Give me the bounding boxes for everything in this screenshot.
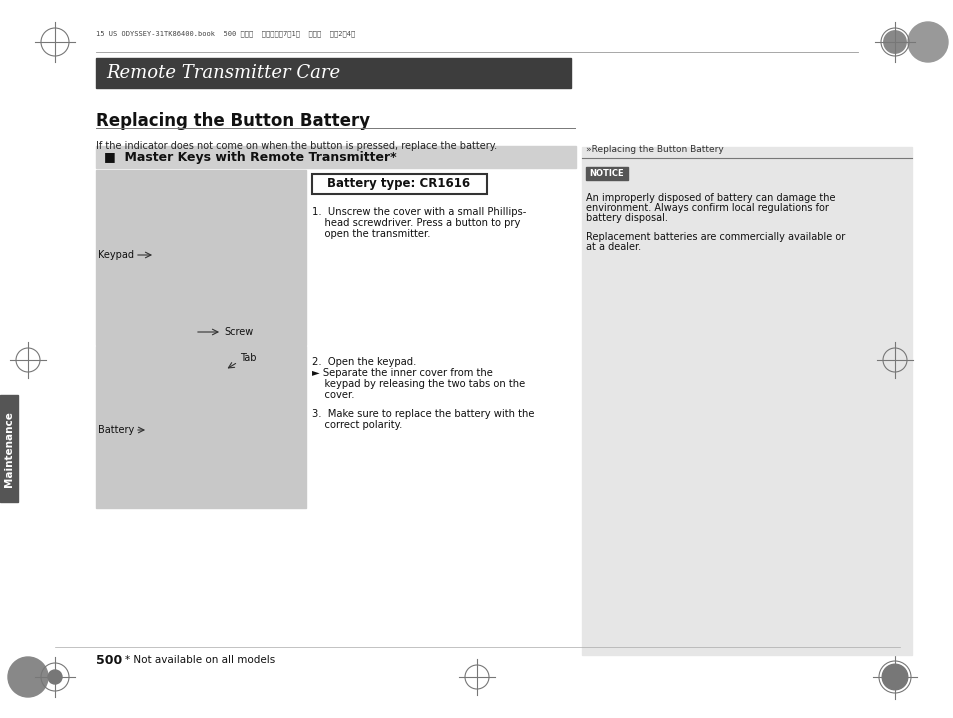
Bar	[96, 170, 306, 345]
Text: cover.: cover.	[312, 390, 355, 400]
Bar	[96, 146, 576, 168]
Text: Tab: Tab	[240, 353, 256, 363]
Bar	[585, 167, 627, 180]
Circle shape	[907, 22, 947, 62]
Text: environment. Always confirm local regulations for: environment. Always confirm local regula…	[585, 203, 828, 213]
Text: NOTICE: NOTICE	[589, 169, 623, 178]
Text: Remote Transmitter Care: Remote Transmitter Care	[106, 64, 340, 82]
Text: An improperly disposed of battery can damage the: An improperly disposed of battery can da…	[585, 193, 835, 203]
Bar	[0, 395, 18, 502]
Text: Replacement batteries are commercially available or: Replacement batteries are commercially a…	[585, 232, 844, 242]
Text: If the indicator does not come on when the button is pressed, replace the batter: If the indicator does not come on when t…	[96, 141, 497, 151]
Circle shape	[882, 31, 905, 53]
Text: battery disposal.: battery disposal.	[585, 213, 667, 223]
Text: ■  Master Keys with Remote Transmitter*: ■ Master Keys with Remote Transmitter*	[104, 151, 396, 164]
Text: Replacing the Button Battery: Replacing the Button Battery	[96, 112, 370, 130]
Text: ► Separate the inner cover from the: ► Separate the inner cover from the	[312, 368, 493, 378]
Text: 1.  Unscrew the cover with a small Phillips-: 1. Unscrew the cover with a small Philli…	[312, 207, 526, 217]
Text: 3.  Make sure to replace the battery with the: 3. Make sure to replace the battery with…	[312, 409, 534, 419]
Text: Maintenance: Maintenance	[4, 411, 14, 487]
Text: correct polarity.: correct polarity.	[312, 420, 402, 430]
Text: at a dealer.: at a dealer.	[585, 242, 640, 252]
Text: »Replacing the Button Battery: »Replacing the Button Battery	[585, 144, 723, 154]
Text: Battery type: CR1616: Battery type: CR1616	[327, 177, 470, 190]
Text: 2.  Open the keypad.: 2. Open the keypad.	[312, 357, 416, 367]
Text: open the transmitter.: open the transmitter.	[312, 229, 430, 239]
Bar	[581, 147, 911, 655]
Text: * Not available on all models: * Not available on all models	[125, 655, 275, 665]
Text: Battery: Battery	[98, 425, 134, 435]
Bar	[96, 346, 306, 508]
Circle shape	[48, 670, 62, 684]
Text: keypad by releasing the two tabs on the: keypad by releasing the two tabs on the	[312, 379, 525, 389]
Text: 500: 500	[96, 653, 122, 666]
Text: head screwdriver. Press a button to pry: head screwdriver. Press a button to pry	[312, 218, 519, 228]
Bar	[96, 58, 571, 88]
Circle shape	[882, 664, 907, 690]
Text: Screw: Screw	[224, 327, 253, 337]
Circle shape	[8, 657, 48, 697]
Text: 15 US ODYSSEY-31TK86400.book  500 ページ  ２０１４年7月1日  火曜日  午後2晎4分: 15 US ODYSSEY-31TK86400.book 500 ページ ２０１…	[96, 31, 355, 37]
Bar	[312, 174, 486, 194]
Text: Keypad: Keypad	[98, 250, 133, 260]
